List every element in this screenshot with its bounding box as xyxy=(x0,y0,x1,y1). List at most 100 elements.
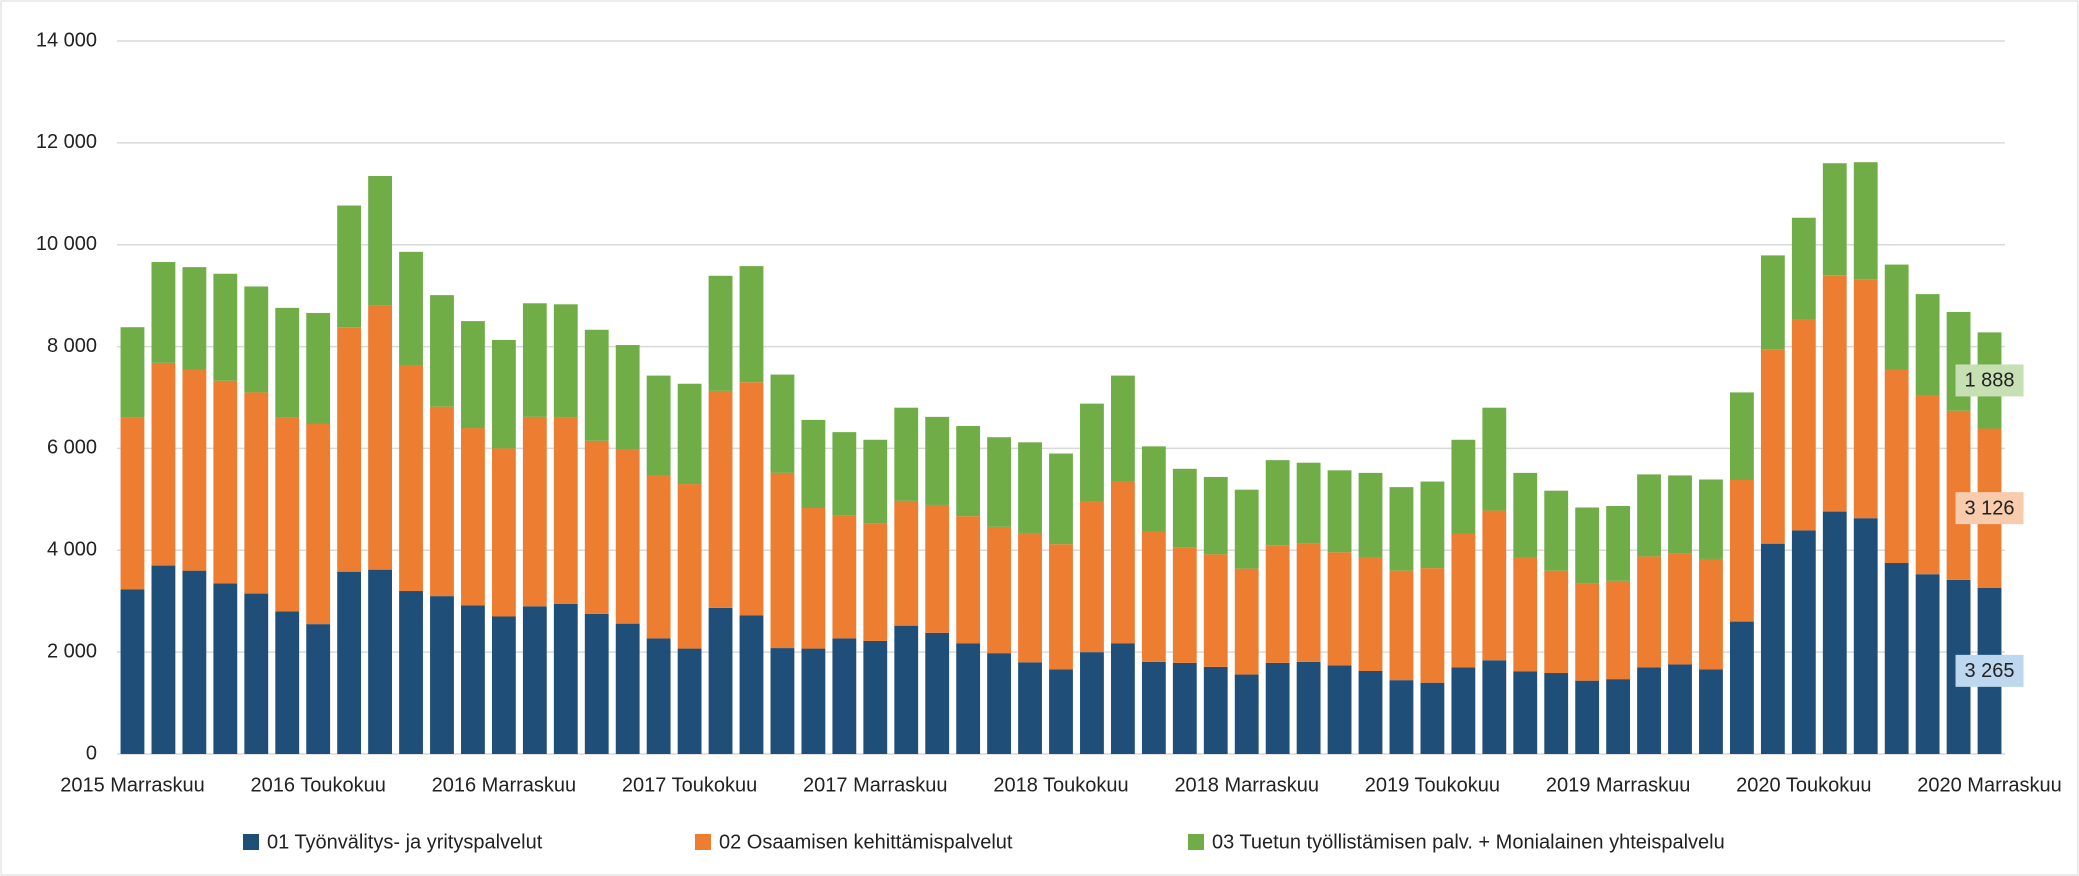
bar-segment xyxy=(491,616,516,754)
bar-segment xyxy=(306,312,331,424)
bar-segment xyxy=(1760,255,1785,350)
bar-segment xyxy=(1080,403,1104,502)
bar-segment xyxy=(1853,162,1878,280)
bar-segment xyxy=(894,625,919,754)
legend-label: 03 Tuetun työllistämisen palv. + Moniala… xyxy=(1212,831,1725,853)
bar-segment xyxy=(1513,557,1538,672)
bar-segment xyxy=(987,526,1012,654)
bar-segment xyxy=(1049,453,1073,545)
bar-segment xyxy=(213,380,238,584)
bar-segment xyxy=(430,596,454,754)
bar-segment xyxy=(120,327,145,418)
bar-segment xyxy=(1080,501,1104,653)
y-tick-label: 8 000 xyxy=(47,335,97,357)
bar-segment xyxy=(956,516,981,644)
bar-segment xyxy=(1234,489,1259,569)
bar-segment xyxy=(1234,674,1259,754)
bar-segment xyxy=(1451,533,1476,668)
y-tick-label: 14 000 xyxy=(36,29,97,51)
bar-segment xyxy=(1884,264,1909,370)
bar-segment xyxy=(399,251,423,366)
bar-segment xyxy=(1420,682,1445,754)
bar-segment xyxy=(1730,621,1754,754)
bar-segment xyxy=(1575,583,1600,681)
y-tick-label: 10 000 xyxy=(36,233,97,255)
bar-segment xyxy=(1699,558,1723,670)
bar-segment xyxy=(677,484,702,649)
bar-segment xyxy=(1265,545,1290,663)
bar-segment xyxy=(956,643,981,754)
bar-segment xyxy=(1575,507,1600,584)
bar-segment xyxy=(1606,580,1631,680)
bar-segment xyxy=(1141,661,1166,754)
y-tick-label: 6 000 xyxy=(47,437,97,459)
bar-segment xyxy=(306,624,331,754)
bar-segment xyxy=(1575,680,1600,754)
bar-segment xyxy=(1637,556,1661,668)
bar-segment xyxy=(1296,462,1321,544)
bar-segment xyxy=(1791,319,1816,531)
x-tick-label: 2018 Toukokuu xyxy=(993,774,1128,796)
bar-segment xyxy=(1606,505,1631,581)
bar-segment xyxy=(1699,669,1723,754)
bar-segment xyxy=(1730,480,1754,622)
bar-segment xyxy=(1637,667,1661,754)
bar-segment xyxy=(925,632,950,754)
data-label: 3 126 xyxy=(1964,497,2014,519)
bar-segment xyxy=(1327,665,1352,754)
bar-segment xyxy=(1389,570,1414,681)
bar-segment xyxy=(244,286,269,393)
bar-segment xyxy=(1606,679,1631,754)
data-label: 1 888 xyxy=(1964,370,2014,392)
bar-segment xyxy=(646,638,671,754)
bar-segment xyxy=(1760,349,1785,544)
bar-segment xyxy=(399,365,423,592)
x-tick-label: 2019 Marraskuu xyxy=(1546,774,1691,796)
bar-segment xyxy=(708,390,733,608)
bar-segment xyxy=(1884,563,1909,754)
bar-segment xyxy=(306,423,331,625)
bar-segment xyxy=(677,648,702,754)
bar-segment xyxy=(1760,543,1785,754)
bar-segment xyxy=(1730,392,1754,481)
bar-segment xyxy=(801,508,826,649)
legend-swatch xyxy=(1188,834,1204,850)
bar-segment xyxy=(894,407,919,501)
data-label-box xyxy=(1955,364,2024,397)
bar-segment xyxy=(925,504,950,633)
bar-segment xyxy=(1327,552,1352,666)
bar-segment xyxy=(1389,487,1414,571)
bar-segment xyxy=(987,437,1012,527)
bar-segment xyxy=(801,648,826,754)
bar-segment xyxy=(1389,680,1414,754)
bar-segment xyxy=(1822,275,1847,512)
bar-segment xyxy=(925,416,950,505)
bar-segment xyxy=(1141,446,1166,532)
y-tick-label: 0 xyxy=(86,742,97,764)
bar-segment xyxy=(553,603,578,754)
bar-segment xyxy=(1513,472,1538,558)
bar-segment xyxy=(987,653,1012,754)
x-tick-label: 2020 Marraskuu xyxy=(1917,774,2062,796)
bar-segment xyxy=(894,500,919,626)
bar-segment xyxy=(522,416,547,607)
bar-segment xyxy=(1234,568,1259,675)
bar-segment xyxy=(1699,479,1723,559)
bar-segment xyxy=(1141,531,1166,662)
bar-segment xyxy=(1482,407,1507,511)
bar-segment xyxy=(491,448,516,617)
bar-segment xyxy=(151,362,176,566)
bar-segment xyxy=(1791,530,1816,754)
bar-segment xyxy=(615,623,640,754)
bar-segment xyxy=(1265,662,1290,754)
bar-segment xyxy=(1420,481,1445,569)
bar-segment xyxy=(1668,553,1692,665)
bar-segment xyxy=(1203,554,1228,667)
bar-segment xyxy=(1822,163,1847,276)
bar-segment xyxy=(584,440,609,614)
bar-segment xyxy=(832,638,857,754)
bar-segment xyxy=(1637,474,1661,557)
bar-segment xyxy=(1544,490,1569,571)
bar-segment xyxy=(770,374,795,473)
